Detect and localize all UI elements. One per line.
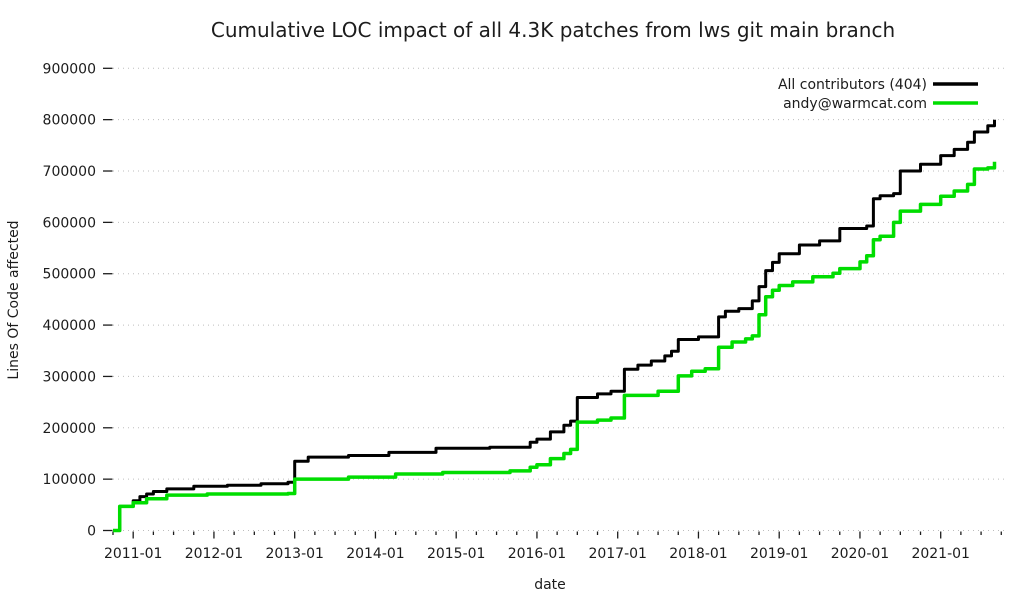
y-tick-label: 300000 [43, 369, 96, 385]
legend-entry-andy: andy@warmcat.com [783, 96, 978, 112]
x-tick-label: 2020-01 [831, 546, 890, 562]
chart-title: Cumulative LOC impact of all 4.3K patche… [211, 18, 895, 42]
y-tick-label: 0 [87, 524, 96, 540]
x-axis-title: date [534, 577, 566, 593]
legend-label-andy: andy@warmcat.com [783, 96, 927, 112]
legend: All contributors (404) andy@warmcat.com [778, 77, 978, 112]
x-tick-label: 2015-01 [427, 546, 486, 562]
tick-layer [103, 67, 1002, 539]
y-tick-label: 700000 [43, 164, 96, 180]
series-layer [113, 119, 997, 533]
y-tick-label: 200000 [43, 421, 96, 437]
x-tick-label: 2019-01 [750, 546, 809, 562]
y-tick-label: 400000 [43, 318, 96, 334]
x-tick-label: 2012-01 [185, 546, 244, 562]
x-tick-label: 2021-01 [911, 546, 970, 562]
x-tick-label: 2013-01 [265, 546, 324, 562]
y-tick-label: 800000 [43, 113, 96, 129]
y-tick-label: 600000 [43, 215, 96, 231]
grid-layer [113, 67, 1008, 531]
x-tick-label: 2018-01 [669, 546, 728, 562]
tick-label-layer: 0 100000 200000 300000 400000 500000 600000 700… [43, 61, 970, 562]
all-contributors-series-line [113, 119, 996, 532]
y-tick-label: 900000 [43, 61, 96, 77]
y-tick-label: 100000 [43, 472, 96, 488]
y-axis-title: Lines Of Code affected [6, 220, 22, 379]
y-tick-label: 500000 [43, 267, 96, 283]
x-tick-label: 2016-01 [508, 546, 567, 562]
x-tick-label: 2014-01 [346, 546, 405, 562]
x-tick-label: 2017-01 [588, 546, 647, 562]
andy-series-line [113, 161, 997, 533]
legend-label-all-contributors: All contributors (404) [778, 77, 927, 93]
x-tick-label: 2011-01 [104, 546, 163, 562]
legend-entry-all-contributors: All contributors (404) [778, 77, 978, 93]
